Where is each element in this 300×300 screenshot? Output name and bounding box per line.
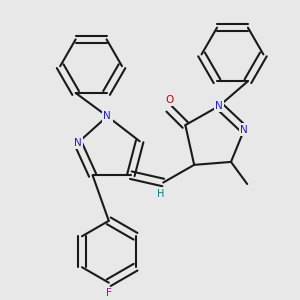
Text: F: F	[106, 288, 112, 298]
Text: H: H	[157, 189, 165, 199]
Text: N: N	[240, 124, 248, 134]
Text: N: N	[215, 101, 223, 111]
Text: N: N	[103, 111, 111, 121]
Text: O: O	[165, 95, 173, 105]
Text: N: N	[74, 138, 82, 148]
